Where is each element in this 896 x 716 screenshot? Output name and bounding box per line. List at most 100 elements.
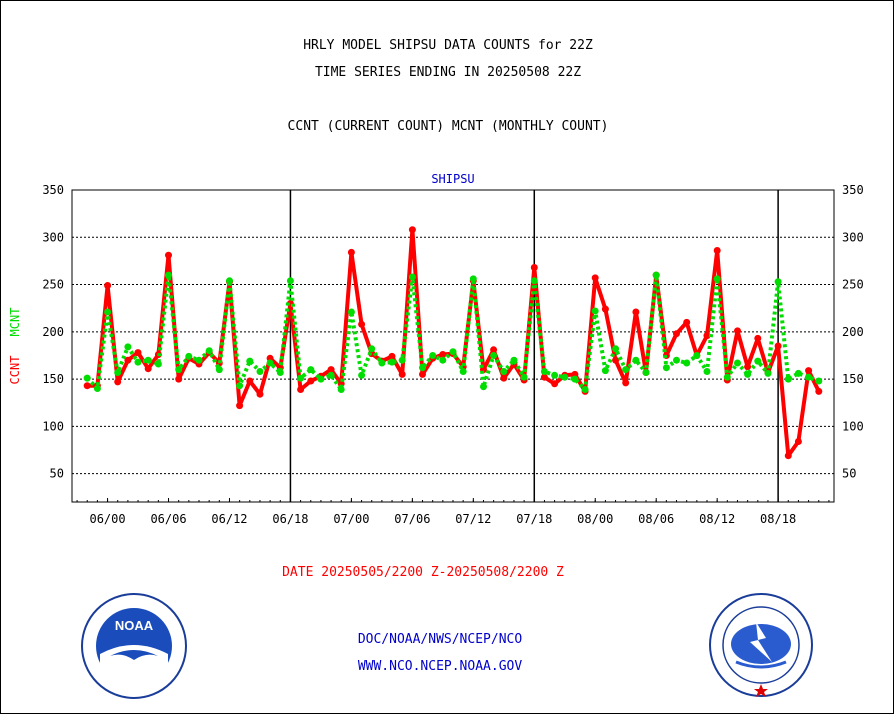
- plot-frame-top: [71, 189, 835, 503]
- y-tick-label-right: 350: [842, 183, 864, 197]
- data-point-ccnt: [134, 349, 142, 357]
- data-point-mcnt: [734, 359, 741, 367]
- chart-title-line1: HRLY MODEL SHIPSU DATA COUNTS for 22Z: [303, 38, 593, 53]
- y-tick-label-left: 200: [42, 325, 64, 339]
- data-point-mcnt: [297, 374, 305, 382]
- data-point-ccnt: [490, 346, 498, 354]
- x-tick-label: 08/06: [638, 512, 674, 526]
- data-point-mcnt: [794, 369, 802, 377]
- data-point-ccnt: [622, 379, 630, 387]
- data-point-mcnt: [581, 386, 589, 393]
- data-point-ccnt: [703, 332, 711, 340]
- data-point-mcnt: [683, 359, 691, 367]
- data-point-ccnt: [327, 366, 335, 374]
- data-point-mcnt: [429, 352, 437, 359]
- x-tick-label: 07/00: [333, 512, 369, 526]
- data-point-mcnt: [185, 352, 193, 360]
- data-point-mcnt: [358, 371, 366, 379]
- data-point-mcnt: [266, 359, 274, 367]
- data-point-mcnt: [165, 271, 172, 279]
- data-point-ccnt: [713, 247, 721, 254]
- data-point-mcnt: [276, 369, 284, 376]
- data-point-mcnt: [510, 356, 518, 364]
- data-point-mcnt: [337, 386, 345, 393]
- data-point-mcnt: [236, 382, 244, 390]
- y-tick-label-right: 300: [842, 230, 864, 244]
- data-point-mcnt: [723, 373, 731, 381]
- data-point-mcnt: [215, 366, 223, 374]
- data-point-ccnt: [794, 438, 802, 445]
- date-range-label: DATE 20250505/2200 Z-20250508/2200 Z: [282, 565, 564, 580]
- data-point-mcnt: [693, 352, 701, 359]
- x-tick-label: 06/06: [150, 512, 186, 526]
- data-point-ccnt: [734, 327, 741, 335]
- x-tick-label: 07/18: [516, 512, 552, 526]
- data-point-ccnt: [540, 373, 548, 381]
- data-point-mcnt: [154, 360, 162, 368]
- data-point-ccnt: [601, 305, 609, 313]
- y-tick-label-right: 150: [842, 372, 864, 386]
- x-tick-label: 08/00: [577, 512, 613, 526]
- data-point-mcnt: [774, 278, 782, 286]
- data-point-mcnt: [114, 369, 122, 376]
- data-point-mcnt: [175, 366, 183, 374]
- chart-title-line2: TIME SERIES ENDING IN 20250508 22Z: [314, 65, 582, 80]
- data-point-mcnt: [317, 375, 325, 383]
- data-point-mcnt: [642, 369, 650, 376]
- data-point-mcnt: [327, 371, 335, 379]
- data-point-ccnt: [815, 387, 823, 395]
- data-point-ccnt: [774, 342, 782, 350]
- data-point-ccnt: [591, 274, 599, 282]
- data-point-mcnt: [459, 368, 467, 375]
- data-point-ccnt: [784, 452, 792, 460]
- data-point-mcnt: [591, 307, 599, 315]
- series-mcnt: [83, 271, 823, 393]
- data-point-mcnt: [449, 348, 457, 356]
- y-tick-label-right: 100: [842, 419, 864, 433]
- data-point-mcnt: [662, 364, 670, 372]
- data-point-ccnt: [439, 351, 447, 358]
- data-point-mcnt: [408, 273, 416, 281]
- data-point-ccnt: [673, 330, 680, 338]
- data-point-mcnt: [439, 356, 447, 364]
- data-point-mcnt: [601, 367, 609, 375]
- nws-logo: [709, 593, 813, 697]
- data-point-ccnt: [175, 375, 183, 383]
- data-point-mcnt: [480, 383, 487, 391]
- data-point-mcnt: [226, 277, 233, 285]
- data-point-ccnt: [419, 370, 426, 378]
- data-point-ccnt: [297, 386, 305, 393]
- data-point-mcnt: [764, 369, 772, 377]
- data-point-mcnt: [104, 308, 112, 316]
- data-point-ccnt: [612, 356, 620, 364]
- noaa-logo: NOAA: [81, 593, 187, 699]
- data-point-ccnt: [104, 282, 112, 289]
- data-point-mcnt: [205, 347, 213, 355]
- data-point-ccnt: [805, 367, 813, 375]
- data-point-mcnt: [368, 345, 376, 353]
- data-point-ccnt: [632, 308, 640, 316]
- data-point-mcnt: [347, 308, 355, 316]
- data-point-ccnt: [683, 318, 691, 326]
- data-point-mcnt: [540, 368, 548, 375]
- plot-title-shipsu: SHIPSU: [431, 172, 474, 186]
- data-point-ccnt: [500, 374, 508, 382]
- x-tick-label: 07/06: [394, 512, 430, 526]
- data-point-ccnt: [398, 370, 406, 378]
- data-point-mcnt: [744, 370, 752, 378]
- chart-title-line3: CCNT (CURRENT COUNT) MCNT (MONTHLY COUNT…: [287, 119, 609, 134]
- data-point-mcnt: [195, 356, 203, 364]
- data-point-mcnt: [520, 373, 528, 381]
- data-point-mcnt: [784, 375, 792, 383]
- data-point-mcnt: [551, 371, 559, 379]
- data-point-mcnt: [500, 368, 508, 375]
- data-point-mcnt: [530, 277, 538, 285]
- website-label: WWW.NCO.NCEP.NOAA.GOV: [357, 659, 523, 674]
- y-tick-label-left: 50: [50, 467, 64, 481]
- data-point-mcnt: [561, 373, 569, 381]
- x-tick-label: 08/18: [760, 512, 796, 526]
- data-point-mcnt: [286, 277, 294, 285]
- agency-label: DOC/NOAA/NWS/NCEP/NCO: [357, 632, 523, 647]
- y-axis-label-mcnt: MCNT: [8, 308, 22, 337]
